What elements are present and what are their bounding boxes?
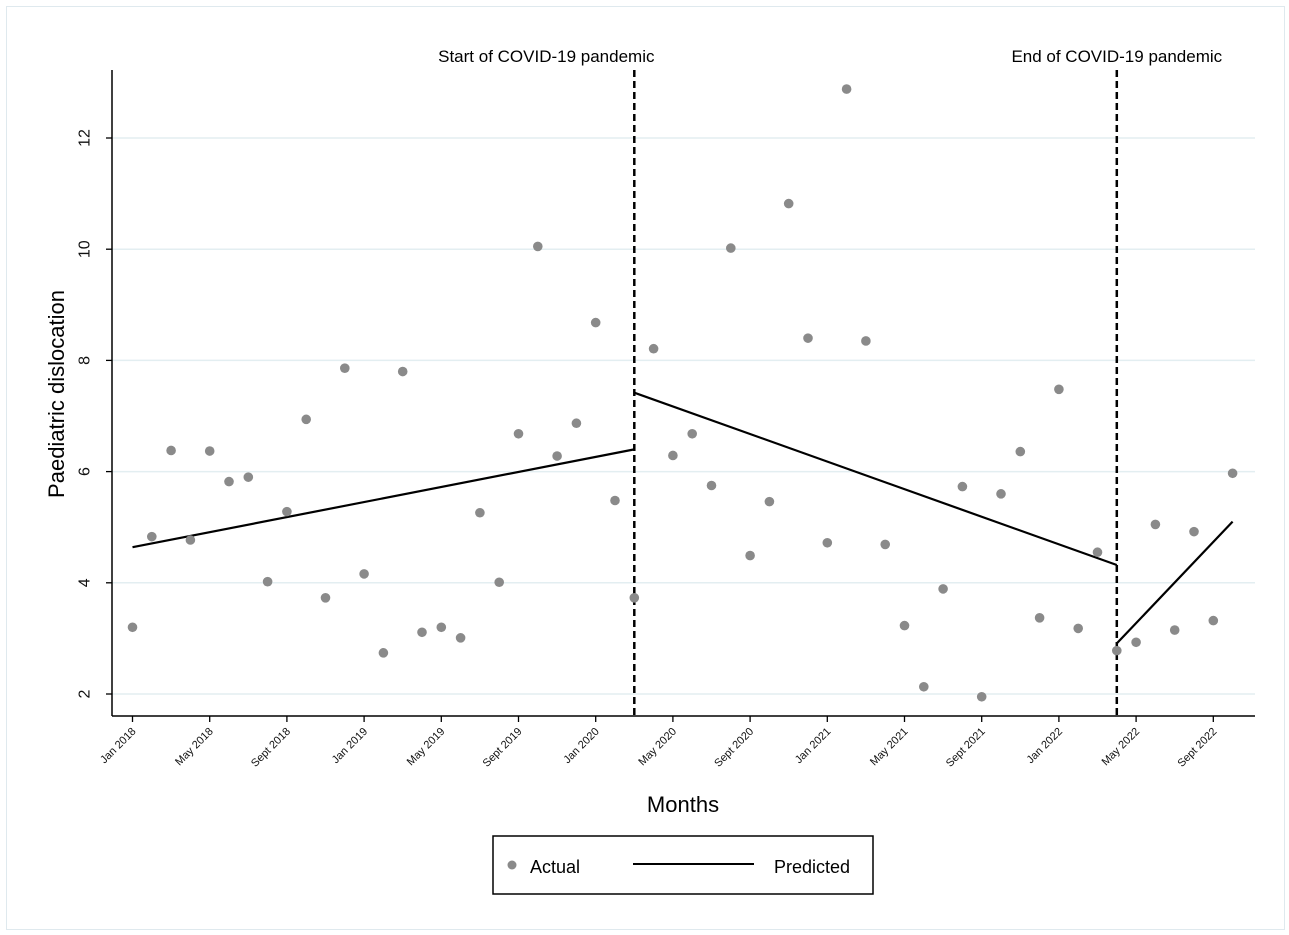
actual-point <box>417 627 427 638</box>
actual-point <box>397 366 408 377</box>
x-tick-label: May 2018 <box>173 726 216 769</box>
x-tick-label: Jan 2018 <box>98 726 138 766</box>
pandemic-label-1: Start of COVID-19 pandemic <box>438 47 655 66</box>
y-tick-label: 4 <box>77 578 94 587</box>
x-tick-label: Jan 2019 <box>330 726 370 766</box>
legend-actual-dot-icon <box>507 860 517 870</box>
actual-point <box>185 535 196 545</box>
legend-predicted-label: Predicted <box>774 857 850 877</box>
x-tick-label: Sept 2019 <box>481 726 525 770</box>
actual-point <box>513 428 524 439</box>
y-axis-title: Paediatric dislocation <box>44 290 69 498</box>
actual-point <box>976 691 987 702</box>
actual-point <box>1054 384 1064 395</box>
axes: 2 4 6 8 10 12 Jan 2018 May 2018 Sept 2018 Jan 201… <box>77 70 1255 770</box>
actual-point <box>899 620 910 631</box>
actual-point <box>1150 519 1161 530</box>
actual-point <box>359 569 369 579</box>
x-tick-label: Jan 2022 <box>1025 726 1065 766</box>
predicted-segment-3 <box>1116 520 1234 645</box>
actual-point <box>571 418 582 429</box>
actual-point <box>938 584 948 594</box>
legend: Actual Predicted <box>492 835 874 895</box>
actual-point <box>822 537 833 548</box>
actual-point <box>301 414 312 425</box>
actual-point <box>1227 468 1238 479</box>
actual-point <box>629 593 640 603</box>
actual-point <box>1112 645 1122 656</box>
actual-point <box>127 622 138 633</box>
actual-point <box>803 333 813 343</box>
actual-point <box>1169 625 1180 635</box>
actual-point <box>1034 613 1045 623</box>
actual-point <box>1131 637 1141 648</box>
actual-point <box>590 317 601 328</box>
actual-point <box>147 531 157 542</box>
actual-point <box>1092 547 1103 558</box>
grid-lines <box>112 137 1255 695</box>
actual-point <box>880 539 890 550</box>
actual-point <box>204 446 215 456</box>
x-tick-label: May 2019 <box>405 726 448 769</box>
predicted-segment-2 <box>633 391 1118 567</box>
actual-point <box>996 489 1006 499</box>
actual-point <box>841 84 852 94</box>
actual-point <box>764 496 775 507</box>
actual-point <box>687 428 697 439</box>
actual-point <box>745 550 755 561</box>
y-tick-label: 6 <box>77 467 94 476</box>
actual-point <box>726 243 736 253</box>
y-tick-label: 2 <box>77 689 94 698</box>
actual-point <box>494 577 505 588</box>
x-tick-label: Sept 2020 <box>712 726 756 770</box>
actual-point <box>475 507 485 518</box>
actual-point <box>552 451 562 461</box>
predicted-series <box>132 391 1234 645</box>
actual-point <box>706 480 717 491</box>
y-tick-label: 10 <box>77 240 94 258</box>
x-tick-label: Sept 2022 <box>1175 726 1219 770</box>
actual-point <box>243 472 254 482</box>
x-axis-title: Months <box>647 792 719 817</box>
actual-point <box>533 241 543 252</box>
actual-point <box>610 495 620 506</box>
actual-point <box>1189 526 1199 537</box>
chart-frame <box>6 6 1285 930</box>
pandemic-label-2: End of COVID-19 pandemic <box>1011 47 1222 66</box>
actual-point <box>919 681 929 692</box>
actual-point <box>166 445 176 456</box>
actual-point <box>1073 623 1083 634</box>
actual-point <box>957 481 968 492</box>
x-tick-label: Sept 2018 <box>249 726 293 770</box>
actual-point <box>282 506 292 517</box>
actual-point <box>1208 615 1219 626</box>
pandemic-markers: Start of COVID-19 pandemic End of COVID-1… <box>438 47 1223 716</box>
actual-point <box>378 648 389 658</box>
x-tick-label: May 2020 <box>636 726 679 769</box>
x-tick-label: May 2022 <box>1100 726 1143 769</box>
x-tick-label: May 2021 <box>868 726 911 769</box>
x-tick-label: Sept 2021 <box>944 726 988 770</box>
actual-point <box>1015 446 1026 457</box>
predicted-segment-1 <box>132 448 635 549</box>
actual-point <box>320 593 331 603</box>
y-tick-label: 12 <box>77 129 94 147</box>
actual-point <box>668 450 678 461</box>
actual-point <box>262 576 273 587</box>
actual-point <box>648 343 659 354</box>
actual-point <box>340 363 350 373</box>
legend-actual-label: Actual <box>530 857 580 877</box>
actual-series <box>127 84 1238 702</box>
x-tick-label: Jan 2020 <box>561 726 601 766</box>
actual-point <box>455 633 466 643</box>
actual-point <box>861 336 871 346</box>
actual-point <box>436 622 447 633</box>
y-tick-label: 8 <box>77 356 94 365</box>
actual-point <box>783 198 794 209</box>
x-tick-label: Jan 2021 <box>793 726 833 766</box>
actual-point <box>224 476 234 487</box>
